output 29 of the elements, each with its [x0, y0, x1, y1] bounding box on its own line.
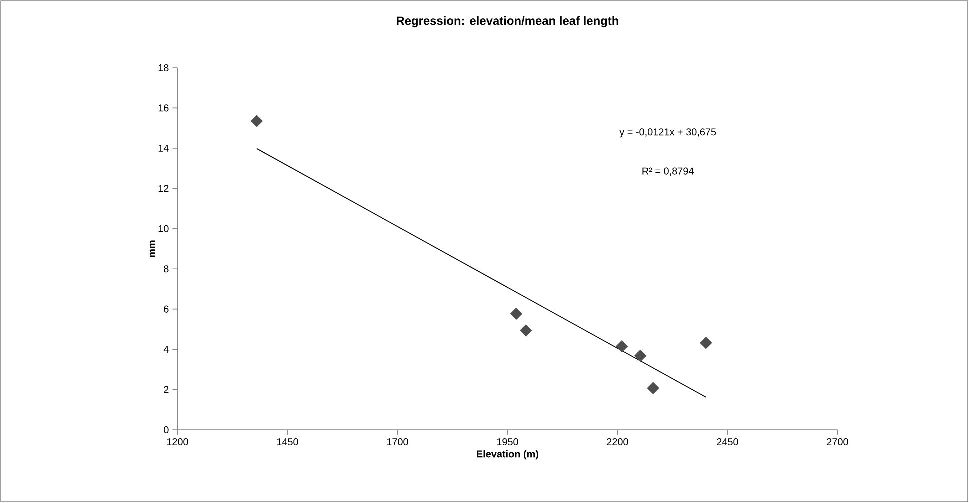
point — [634, 350, 647, 362]
x-tick-label: 2450 — [717, 438, 738, 446]
y-tick-label: 18 — [158, 64, 169, 72]
x-tick-label: 1950 — [497, 438, 518, 446]
y-tick-label: 16 — [158, 104, 169, 112]
point — [647, 382, 660, 394]
chart-title: Regression: elevation/mean leaf length — [397, 16, 618, 28]
y-tick-label: 10 — [158, 225, 169, 232]
point — [510, 308, 523, 320]
point — [520, 324, 532, 337]
y-axis-title: mm — [150, 240, 156, 258]
x-tick-label: 2700 — [827, 438, 848, 446]
y-tick-label: 6 — [164, 306, 169, 313]
point — [616, 340, 628, 353]
x-axis-title: Elevation (m) — [477, 450, 538, 460]
y-tick-label: 12 — [158, 185, 169, 192]
annotation: R² = 0,8794 — [642, 168, 694, 176]
point — [700, 336, 712, 350]
y-tick-label: 2 — [164, 386, 169, 394]
x-tick-label: 1200 — [167, 438, 188, 446]
y-tick-label: 0 — [164, 426, 169, 434]
annotation: y = -0,0121x + 30,675 — [620, 128, 716, 138]
y-tick-label: 4 — [164, 346, 169, 353]
y-tick-label: 14 — [158, 145, 169, 152]
x-tick-label: 1700 — [387, 438, 408, 446]
x-tick-label: 1450 — [277, 438, 298, 446]
point — [250, 115, 264, 128]
y-tick-label: 8 — [164, 266, 169, 273]
x-tick-label: 2200 — [607, 438, 628, 446]
